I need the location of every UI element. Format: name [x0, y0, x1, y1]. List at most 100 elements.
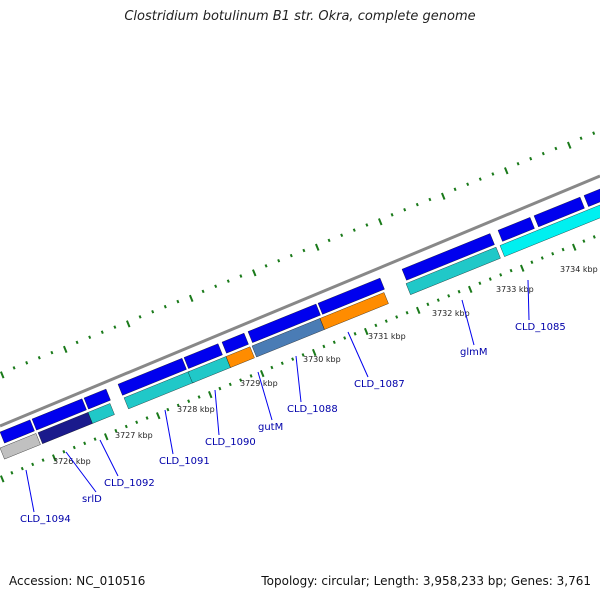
- inner-tick: [540, 256, 544, 260]
- outer-tick: [441, 192, 446, 200]
- outer-tick: [302, 248, 306, 253]
- outer-tick: [491, 172, 495, 176]
- inner-tick: [426, 302, 430, 307]
- gene-gutm: [221, 332, 249, 354]
- gene-cyan-1: [87, 403, 115, 424]
- outer-tick: [37, 355, 41, 360]
- inner-tick: [197, 395, 201, 399]
- inner-tick: [488, 277, 492, 281]
- inner-tick: [332, 340, 336, 344]
- outer-tick: [75, 340, 79, 345]
- inner-tick: [395, 315, 399, 319]
- second-gene-track: [0, 204, 600, 460]
- outer-tick: [188, 294, 194, 302]
- outer-tick: [50, 350, 54, 355]
- outer-tick: [352, 228, 356, 232]
- inner-tick: [62, 449, 66, 454]
- outer-tick: [566, 141, 572, 149]
- outer-tick: [138, 315, 142, 319]
- inner-tick: [83, 441, 87, 446]
- inner-tick: [478, 281, 482, 286]
- inner-tick: [10, 471, 14, 475]
- inner-tick: [468, 285, 473, 293]
- inner-tick: [561, 247, 565, 252]
- gene-glmm: [401, 233, 495, 281]
- inner-tick: [374, 323, 378, 328]
- topology-summary: Topology: circular; Length: 3,958,233 bp…: [261, 574, 591, 588]
- outer-tick: [541, 151, 545, 156]
- gene-label: srlD: [82, 494, 102, 505]
- outer-tick: [403, 207, 407, 212]
- label-leader-line: [65, 451, 97, 493]
- inner-tick: [322, 344, 326, 349]
- scale-label: 3729 kbp: [240, 379, 278, 388]
- outer-tick: [113, 325, 117, 329]
- gene-forward-1: [533, 196, 585, 228]
- inner-tick: [363, 327, 369, 336]
- outer-tick: [415, 202, 419, 207]
- scale-label: 3726 kbp: [53, 457, 91, 466]
- inner-tick: [530, 260, 534, 264]
- inner-tick: [353, 332, 357, 336]
- inner-tick: [519, 264, 525, 272]
- scale-label: 3728 kbp: [177, 405, 215, 414]
- inner-tick: [436, 298, 440, 302]
- gene-label: CLD_1088: [287, 404, 338, 415]
- inner-tick: [280, 361, 284, 366]
- scale-label: 3730 kbp: [303, 355, 341, 364]
- outer-tick: [390, 213, 394, 217]
- inner-tick: [312, 348, 317, 357]
- scale-label: 3732 kbp: [432, 309, 470, 318]
- outer-tick: [126, 320, 131, 328]
- inner-tick: [20, 466, 24, 471]
- scale-label: 3727 kbp: [115, 431, 153, 440]
- inner-tick: [31, 462, 35, 467]
- outer-tick: [239, 274, 243, 278]
- inner-tick-row: [0, 235, 596, 483]
- scale-labels: 3726 kbp 3727 kbp 3728 kbp 3729 kbp 3730 kbp…: [53, 265, 598, 466]
- inner-tick: [218, 386, 222, 391]
- outer-tick: [25, 361, 29, 365]
- outer-tick: [529, 156, 533, 161]
- inner-tick: [551, 252, 555, 256]
- gene-orange-2: [319, 292, 389, 330]
- inner-tick: [447, 294, 451, 298]
- outer-tick: [516, 162, 520, 166]
- outer-tick: [466, 182, 470, 186]
- accession-text: Accession: NC_010516: [9, 574, 146, 588]
- scale-label: 3731 kbp: [368, 332, 406, 341]
- inner-tick: [301, 353, 305, 357]
- outer-tick: [88, 335, 92, 340]
- outer-tick: [62, 345, 68, 353]
- inner-tick: [259, 369, 265, 378]
- label-leader-line: [461, 299, 475, 346]
- inner-tick: [239, 378, 243, 382]
- inner-tick: [343, 336, 347, 340]
- gene-cld-1091: [117, 358, 187, 396]
- inner-tick: [176, 403, 180, 408]
- forward-gene-track: [0, 188, 600, 444]
- label-leader-line: [257, 371, 273, 421]
- label-leader-line: [99, 439, 119, 477]
- inner-tick: [114, 428, 118, 433]
- gene-label-leaders: [25, 279, 530, 513]
- label-leader-line: [527, 279, 530, 321]
- outer-tick: [201, 289, 205, 294]
- inner-tick: [166, 407, 170, 412]
- inner-tick: [228, 382, 232, 387]
- gene-forward-2: [583, 188, 600, 207]
- gene-label: CLD_1087: [354, 379, 405, 390]
- gene-label: glmM: [460, 347, 488, 358]
- outer-tick: [176, 299, 180, 304]
- inner-tick: [135, 420, 139, 425]
- gene-gray-1: [0, 433, 41, 460]
- inner-tick: [457, 289, 461, 294]
- inner-tick: [509, 268, 513, 273]
- outer-tick: [151, 310, 155, 314]
- outer-tick: [428, 197, 432, 202]
- gene-label: gutM: [258, 422, 283, 433]
- gene-cyan-4: [405, 246, 501, 295]
- gene-cld-1094: [0, 419, 35, 444]
- outer-tick: [12, 366, 16, 370]
